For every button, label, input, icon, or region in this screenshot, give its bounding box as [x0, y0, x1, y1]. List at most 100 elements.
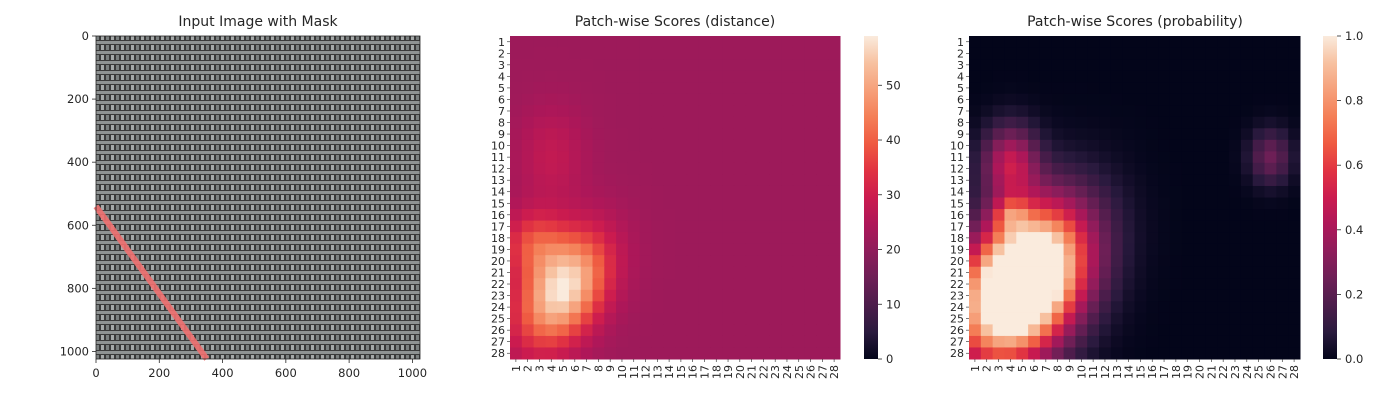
- heatmap-cell: [1181, 93, 1195, 106]
- heatmap-cell: [980, 289, 994, 302]
- heatmap-cell: [1087, 105, 1100, 118]
- heatmap-cell: [816, 243, 829, 256]
- heatmap-cell: [1217, 128, 1230, 141]
- heatmap-cell: [663, 128, 676, 141]
- y-tick-label: 800: [67, 281, 89, 295]
- heatmap-cell: [757, 36, 770, 49]
- heatmap-cell: [757, 220, 770, 233]
- heatmap-cell: [992, 209, 1005, 222]
- heatmap-cell: [521, 278, 535, 291]
- heatmap-cell: [1051, 220, 1065, 233]
- heatmap-cell: [1229, 255, 1242, 268]
- heatmap-cell: [557, 162, 570, 175]
- heatmap-cell: [580, 116, 593, 129]
- heatmap-cell: [545, 162, 558, 175]
- heatmap-cell: [828, 266, 841, 279]
- heatmap-cell: [757, 162, 770, 175]
- heatmap-cell: [781, 151, 794, 164]
- heatmap-cell: [1205, 139, 1218, 152]
- heatmap-cell: [1134, 347, 1147, 360]
- heatmap-cell: [722, 255, 735, 268]
- heatmap-cell: [698, 116, 711, 129]
- heatmap-cell: [545, 243, 558, 256]
- heatmap-cell: [1240, 36, 1254, 49]
- heatmap-cell: [781, 174, 794, 187]
- heatmap-cell: [510, 93, 523, 106]
- heatmap-cell: [722, 174, 735, 187]
- heatmap-cell: [604, 128, 617, 141]
- heatmap-cell: [1276, 82, 1289, 95]
- heatmap-cell: [1229, 162, 1242, 175]
- heatmap-cell: [592, 185, 605, 198]
- heatmap-cell: [698, 139, 711, 152]
- col-label: 19: [722, 365, 735, 379]
- heatmap-cell: [781, 266, 794, 279]
- heatmap-cell: [663, 162, 676, 175]
- heatmap-cell: [1229, 139, 1242, 152]
- heatmap-cell: [1099, 185, 1112, 198]
- heatmap-cell: [568, 289, 582, 302]
- heatmap-cell: [992, 128, 1005, 141]
- heatmap-cell: [722, 289, 735, 302]
- heatmap-cell: [980, 324, 994, 337]
- heatmap-cell: [722, 232, 735, 245]
- col-label: 16: [1146, 365, 1159, 379]
- heatmap-cell: [769, 232, 782, 245]
- heatmap-cell: [1193, 347, 1206, 360]
- heatmap-cell: [1205, 70, 1218, 83]
- heatmap-cell: [557, 209, 570, 222]
- heatmap-cell: [1146, 174, 1159, 187]
- heatmap-cell: [533, 70, 546, 83]
- heatmap-cell: [1276, 266, 1289, 279]
- heatmap-cell: [639, 82, 652, 95]
- heatmap-cell: [757, 266, 770, 279]
- heatmap-cell: [1134, 59, 1147, 72]
- heatmap-cell: [1264, 278, 1277, 291]
- heatmap-cell: [1158, 47, 1171, 60]
- heatmap-cell: [616, 301, 629, 314]
- heatmap-cell: [1181, 185, 1195, 198]
- heatmap-cell: [1075, 47, 1088, 60]
- heatmap-cell: [722, 162, 735, 175]
- col-label: 13: [651, 365, 664, 379]
- row-label: 1: [957, 36, 964, 49]
- heatmap-cell: [1110, 266, 1124, 279]
- heatmap-cell: [816, 105, 829, 118]
- heatmap-cell: [1181, 301, 1195, 314]
- heatmap-cell: [1122, 82, 1135, 95]
- heatmap-cell: [604, 139, 617, 152]
- heatmap-cell: [745, 151, 758, 164]
- heatmap-cell: [557, 312, 570, 325]
- heatmap-cell: [1004, 59, 1017, 72]
- heatmap-cell: [1276, 47, 1289, 60]
- heatmap-cell: [757, 93, 770, 106]
- heatmap-cell: [1004, 36, 1017, 49]
- heatmap-cell: [792, 220, 806, 233]
- heatmap-cell: [828, 174, 841, 187]
- row-label: 15: [491, 197, 505, 210]
- heatmap-cell: [651, 232, 664, 245]
- heatmap-cell: [651, 59, 664, 72]
- row-label: 9: [957, 128, 964, 141]
- heatmap-cell: [1016, 197, 1029, 210]
- heatmap-cell: [804, 266, 817, 279]
- heatmap-cell: [1051, 105, 1065, 118]
- fabric-image: [96, 36, 420, 359]
- heatmap-cell: [816, 220, 829, 233]
- heatmap-cell: [1205, 47, 1218, 60]
- heatmap-cell: [627, 116, 641, 129]
- heatmap-cell: [651, 93, 664, 106]
- heatmap-cell: [828, 82, 841, 95]
- heatmap-cell: [757, 335, 770, 348]
- heatmap-cell: [604, 105, 617, 118]
- heatmap-cell: [604, 36, 617, 49]
- heatmap-cell: [1146, 128, 1159, 141]
- heatmap-cell: [592, 347, 605, 360]
- heatmap-cell: [675, 116, 688, 129]
- heatmap-cell: [1158, 128, 1171, 141]
- heatmap-cell: [592, 289, 605, 302]
- heatmap-cell: [592, 301, 605, 314]
- heatmap-cell: [1087, 36, 1100, 49]
- heatmap-cell: [616, 93, 629, 106]
- heatmap-cell: [1063, 70, 1076, 83]
